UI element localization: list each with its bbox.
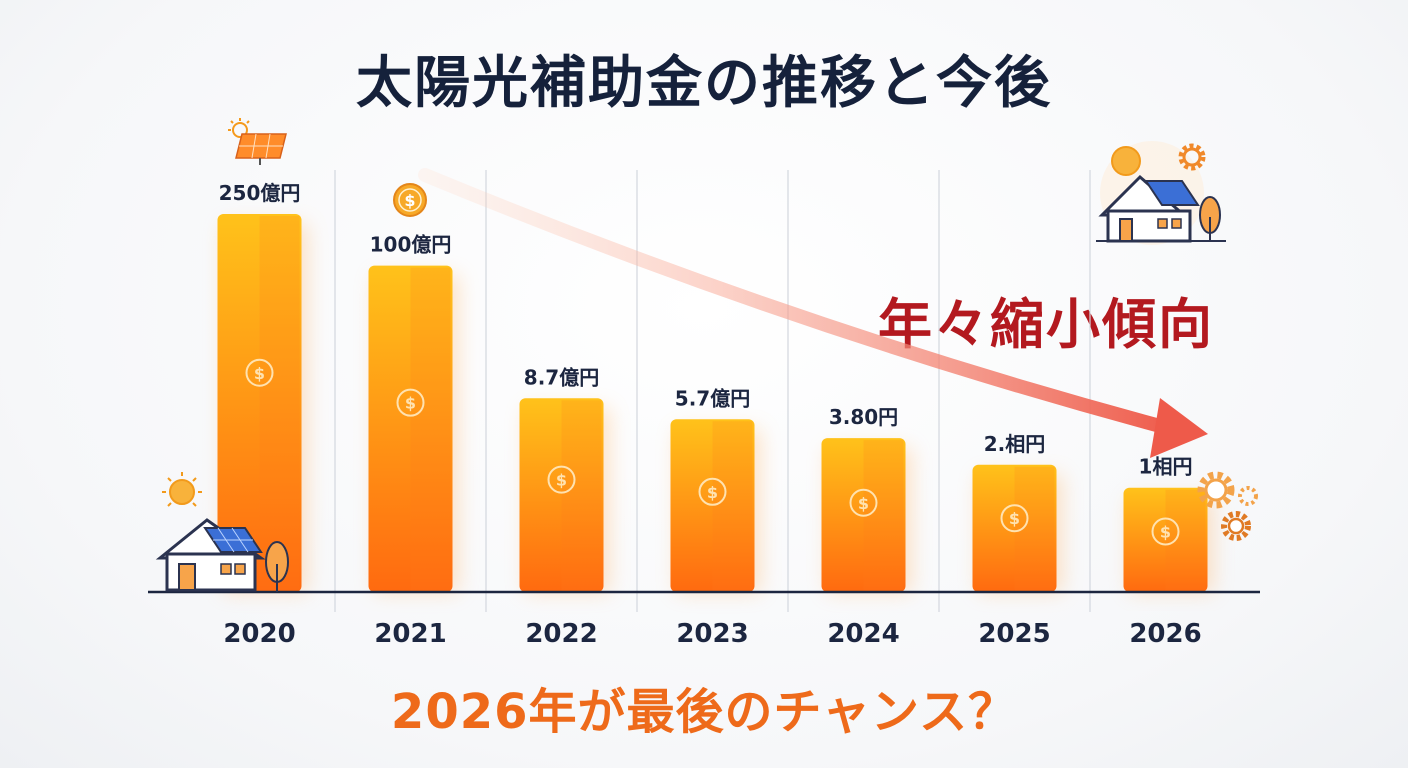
x-tick-label: 2021 [374, 619, 446, 649]
trend-annotation: 年々縮小傾向 [878, 293, 1214, 356]
bar-value-label: 250億円 [219, 181, 301, 205]
x-tick-label: 2025 [978, 619, 1050, 649]
house-solar-gear-icon [1096, 141, 1226, 245]
trend-arrow-head [1150, 398, 1208, 458]
bar-2025 [972, 464, 1057, 592]
bar-shade [259, 216, 300, 592]
dollar-icon [849, 488, 878, 517]
bar-value-label: 100億円 [370, 233, 452, 257]
bar-value-label: 2.相円 [984, 432, 1046, 456]
grid-separators [334, 170, 1091, 612]
dollar-icon [547, 465, 576, 494]
bar-value-label: 3.80円 [829, 405, 898, 429]
x-tick-label: 2022 [525, 619, 597, 649]
dollar-icon-glyph: $ [556, 471, 567, 490]
bars-group: $ $ $ $ $ $ $ [217, 214, 1214, 592]
dollar-icon-glyph: $ [1009, 509, 1020, 528]
dollar-icon-glyph: $ [707, 483, 718, 502]
x-tick-label: 2026 [1129, 619, 1201, 649]
svg-text:$: $ [404, 191, 415, 210]
dollar-icon [698, 477, 727, 506]
dollar-icon-glyph: $ [254, 364, 265, 383]
dollar-icon-glyph: $ [858, 494, 869, 513]
dollar-icon [396, 388, 425, 417]
trend-arrow [418, 168, 1182, 437]
bar-shade [561, 400, 602, 592]
dollar-icon-glyph: $ [1160, 523, 1171, 542]
x-tick-label: 2024 [827, 619, 899, 649]
dollar-icon [245, 358, 274, 387]
bar-shade [1165, 489, 1206, 592]
dollar-icon-glyph: $ [405, 394, 416, 413]
bar-shade [863, 440, 904, 592]
bar-shade [712, 421, 753, 592]
bar-2026 [1123, 487, 1208, 592]
bar-2021 [368, 265, 453, 592]
solar-panel-icon [228, 118, 287, 165]
bar-shade [410, 267, 451, 592]
bar-2022 [519, 398, 604, 592]
coin-icon: $ [393, 183, 427, 217]
bar-value-label: 8.7億円 [524, 365, 599, 389]
x-tick-label: 2020 [223, 619, 295, 649]
chart-title: 太陽光補助金の推移と今後 [356, 51, 1052, 116]
bar-2020 [217, 214, 302, 592]
x-tick-label: 2023 [676, 619, 748, 649]
bar-value-label: 1相円 [1139, 455, 1193, 479]
gear-icon [1197, 471, 1258, 541]
dollar-icon [1151, 517, 1180, 546]
house-solar-icon [155, 472, 289, 592]
dollar-icon [1000, 504, 1029, 533]
footer-callout: 2026年が最後のチャンス？ [390, 684, 1018, 740]
bar-value-label: 5.7億円 [675, 386, 750, 410]
